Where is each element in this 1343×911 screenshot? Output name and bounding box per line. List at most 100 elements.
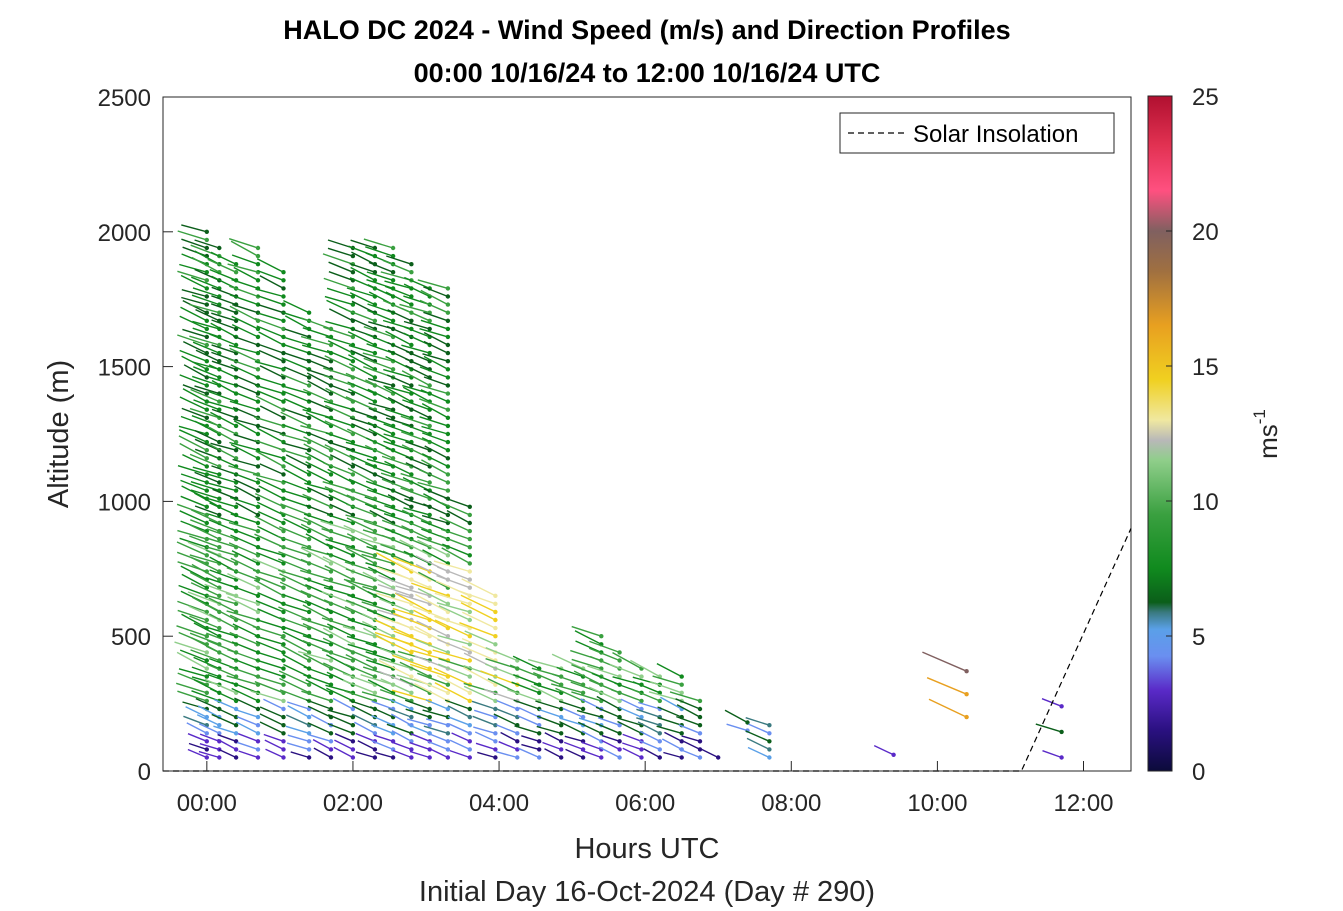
wind-barb: [255, 492, 284, 508]
wind-barb: [321, 590, 354, 605]
wind-barb-point: [559, 706, 564, 712]
wind-barb-point: [467, 650, 472, 655]
wind-barb-point: [204, 326, 209, 332]
wind-barb: [322, 253, 354, 265]
wind-barb: [346, 533, 376, 548]
wind-barb: [496, 751, 518, 759]
wind-barb-point: [328, 755, 334, 760]
wind-barb: [231, 550, 259, 565]
wind-barb: [174, 641, 208, 654]
wind-barb: [676, 704, 701, 718]
wind-barb: [461, 645, 496, 662]
wind-barb-point: [306, 609, 312, 615]
wind-barb: [379, 688, 412, 702]
wind-barb: [442, 543, 471, 556]
wind-barb: [405, 708, 430, 718]
wind-barb: [279, 616, 310, 629]
wind-barb: [342, 672, 376, 686]
wind-barb: [451, 732, 471, 742]
wind-barb: [254, 317, 284, 330]
wind-barb: [231, 254, 259, 265]
wind-barb: [182, 328, 208, 338]
legend-label-solar: Solar Insolation: [913, 121, 1078, 148]
wind-barb-point: [350, 464, 356, 469]
wind-barb: [300, 523, 332, 540]
wind-barb-point: [255, 407, 261, 412]
wind-barb: [394, 572, 430, 589]
wind-barb: [383, 433, 412, 443]
wind-barb: [521, 735, 540, 742]
wind-barb-point: [891, 752, 896, 757]
wind-barb: [463, 666, 496, 686]
wind-barb: [210, 303, 237, 314]
wind-barb: [303, 653, 332, 670]
wind-barb: [636, 717, 661, 726]
wind-barb-point: [281, 294, 286, 299]
wind-barb: [385, 408, 412, 419]
wind-barb: [208, 597, 237, 613]
wind-barb: [500, 731, 518, 742]
wind-barb: [323, 462, 354, 476]
wind-barb: [438, 657, 471, 670]
wind-barb-point: [679, 731, 684, 736]
wind-barb: [278, 606, 310, 621]
wind-barb: [496, 724, 518, 734]
wind-barb: [229, 584, 259, 597]
wind-barb: [402, 476, 431, 492]
wind-barb-point: [204, 658, 209, 663]
wind-barb-point: [281, 520, 286, 526]
wind-barb-point: [350, 270, 356, 275]
wind-barb: [379, 598, 412, 613]
wind-barb: [601, 739, 620, 751]
wind-barb-point: [427, 706, 432, 712]
wind-barb: [305, 461, 332, 476]
wind-barb-point: [964, 692, 969, 697]
wind-barb: [177, 690, 208, 702]
wind-barb: [410, 733, 430, 742]
wind-barb: [252, 473, 284, 484]
wind-barb: [630, 659, 661, 678]
wind-barb: [514, 725, 540, 734]
wind-barb: [536, 715, 562, 726]
wind-barb-point: [617, 731, 622, 736]
wind-barb: [282, 479, 310, 492]
wind-barb-point: [372, 350, 378, 356]
wind-barb: [473, 709, 496, 718]
wind-barb-point: [427, 383, 432, 388]
wind-barb: [369, 509, 394, 524]
wind-barb: [211, 344, 237, 354]
wind-barb-point: [204, 488, 209, 493]
wind-barb: [563, 741, 584, 751]
wind-barb: [230, 240, 259, 257]
wind-barb: [327, 709, 354, 718]
wind-barb-point: [204, 609, 209, 615]
wind-barb: [211, 295, 237, 306]
wind-barb-point: [445, 415, 451, 420]
wind-barb-point: [350, 658, 356, 663]
wind-barb: [305, 411, 332, 427]
wind-barb: [405, 405, 431, 419]
wind-barb: [631, 688, 661, 702]
wind-barb: [189, 554, 220, 565]
wind-barb: [207, 401, 237, 411]
wind-barb: [257, 269, 284, 281]
wind-barb: [211, 312, 237, 322]
wind-barb: [597, 717, 620, 726]
wind-barb: [422, 709, 449, 718]
wind-barb: [192, 287, 220, 298]
wind-barb: [399, 661, 431, 678]
wind-barb-point: [467, 714, 472, 720]
wind-barb-point: [328, 658, 334, 663]
wind-barb: [326, 623, 354, 637]
wind-barb: [439, 535, 471, 548]
wind-barb: [577, 721, 602, 734]
wind-barb: [182, 384, 208, 395]
wind-barb-point: [964, 669, 969, 674]
wind-barb: [265, 748, 284, 759]
wind-barb-point: [328, 698, 334, 704]
wind-barb: [181, 289, 207, 298]
wind-barb-point: [639, 747, 644, 752]
wind-barb: [255, 659, 284, 670]
wind-barb-point: [217, 439, 222, 445]
wind-barb-point: [328, 569, 334, 574]
